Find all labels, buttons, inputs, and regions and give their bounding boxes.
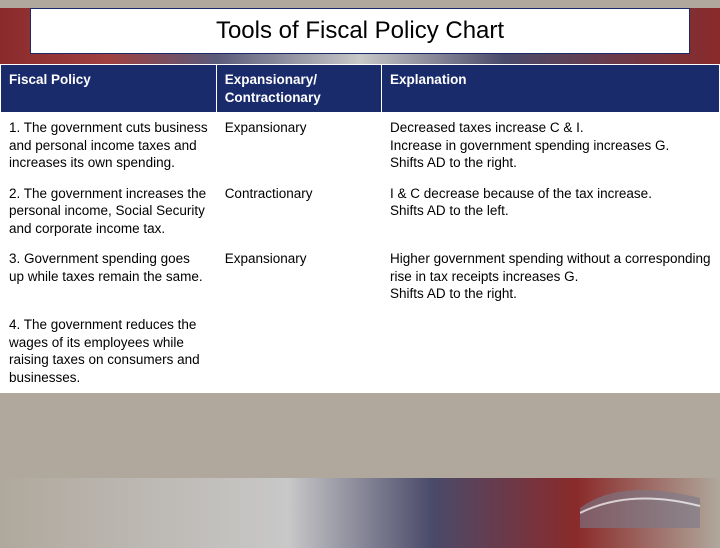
cell-type [216,310,381,393]
slide-title: Tools of Fiscal Policy Chart [47,17,673,45]
table-header-row: Fiscal Policy Expansionary/ Contractiona… [1,65,720,113]
cell-policy: 3. Government spending goes up while tax… [1,244,217,310]
col-header-type: Expansionary/ Contractionary [216,65,381,113]
table-row: 4. The government reduces the wages of i… [1,310,720,393]
cell-explanation: Decreased taxes increase C & I.Increase … [382,113,720,179]
cell-type: Expansionary [216,244,381,310]
cell-type: Contractionary [216,178,381,244]
slide: Tools of Fiscal Policy Chart Fiscal Poli… [0,8,720,548]
cell-policy: 1. The government cuts business and pers… [1,113,217,179]
table-row: 3. Government spending goes up while tax… [1,244,720,310]
title-box: Tools of Fiscal Policy Chart [30,8,690,54]
table-wrap: Fiscal Policy Expansionary/ Contractiona… [0,64,720,393]
cell-explanation: I & C decrease because of the tax increa… [382,178,720,244]
table-row: 2. The government increases the personal… [1,178,720,244]
cell-policy: 4. The government reduces the wages of i… [1,310,217,393]
fiscal-policy-table: Fiscal Policy Expansionary/ Contractiona… [0,64,720,393]
cell-type: Expansionary [216,113,381,179]
cell-explanation: Higher government spending without a cor… [382,244,720,310]
cell-explanation [382,310,720,393]
cell-policy: 2. The government increases the personal… [1,178,217,244]
col-header-explanation: Explanation [382,65,720,113]
table-row: 1. The government cuts business and pers… [1,113,720,179]
col-header-policy: Fiscal Policy [1,65,217,113]
